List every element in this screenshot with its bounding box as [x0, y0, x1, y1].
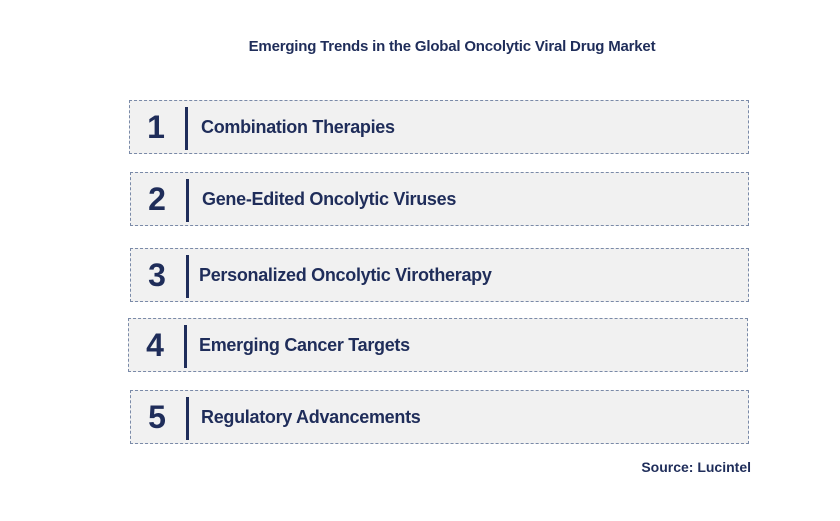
- divider-bar: [186, 179, 189, 222]
- divider-bar: [186, 397, 189, 440]
- trend-item-4: 4 Emerging Cancer Targets: [128, 318, 748, 372]
- trend-label: Gene-Edited Oncolytic Viruses: [202, 188, 457, 209]
- divider-bar: [185, 107, 188, 150]
- source-credit: Source: Lucintel: [641, 459, 751, 475]
- trend-number: 4: [146, 326, 164, 363]
- divider-bar: [186, 255, 189, 298]
- trend-number: 2: [148, 180, 166, 217]
- trend-label: Combination Therapies: [201, 116, 395, 137]
- trend-number: 5: [148, 398, 166, 435]
- trend-label: Regulatory Advancements: [201, 406, 421, 427]
- diagram-title: Emerging Trends in the Global Oncolytic …: [248, 38, 656, 55]
- divider-bar: [184, 325, 187, 368]
- trend-item-3: 3 Personalized Oncolytic Virotherapy: [130, 248, 749, 302]
- trend-item-2: 2 Gene-Edited Oncolytic Viruses: [130, 172, 749, 226]
- trend-item-5: 5 Regulatory Advancements: [130, 390, 749, 444]
- trend-label: Emerging Cancer Targets: [199, 334, 410, 355]
- trend-number: 1: [147, 108, 165, 145]
- trend-label: Personalized Oncolytic Virotherapy: [199, 264, 492, 285]
- trend-item-1: 1 Combination Therapies: [129, 100, 749, 154]
- trend-number: 3: [148, 256, 166, 293]
